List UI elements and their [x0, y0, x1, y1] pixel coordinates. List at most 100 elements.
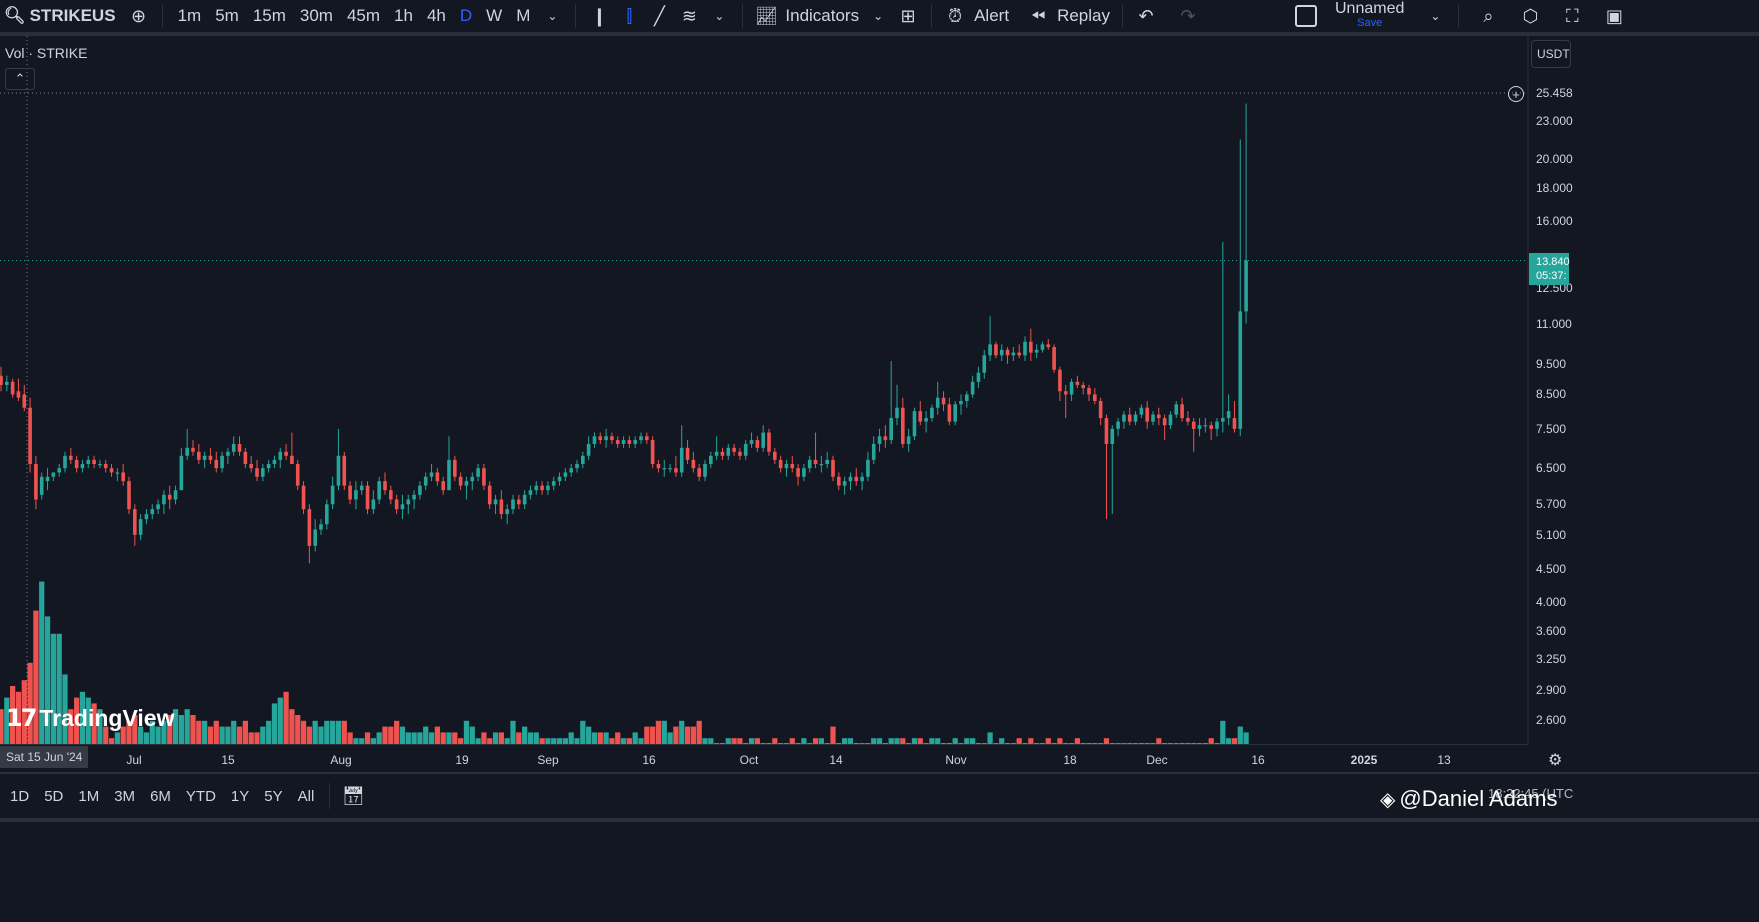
- range-6m[interactable]: 6M: [150, 787, 171, 805]
- candle-body: [994, 344, 998, 356]
- time-axis[interactable]: Jul 15 Aug 19 Sep 16 Oct 14 Nov 18 Dec 16 2025 13: [0, 744, 1528, 773]
- undo-icon[interactable]: ↶: [1138, 5, 1154, 26]
- candle-body: [1005, 349, 1010, 356]
- volume-bar: [1127, 743, 1133, 744]
- fullscreen-icon[interactable]: ⛶: [1566, 5, 1579, 26]
- candle-body: [726, 447, 731, 456]
- collapse-legend-button[interactable]: ⌃: [5, 68, 35, 90]
- interval-m-month[interactable]: M: [516, 6, 531, 25]
- symbol-search[interactable]: 🔍︎ STRIKEUS: [0, 0, 116, 32]
- candle-body: [819, 463, 824, 466]
- interval-45m[interactable]: 45m: [346, 6, 381, 25]
- candle-body: [418, 485, 422, 495]
- volume-bar: [225, 726, 231, 744]
- candle-body: [197, 451, 201, 460]
- candle-body: [1023, 341, 1027, 356]
- candle-body: [1087, 388, 1091, 395]
- layout-checkbox[interactable]: [1294, 5, 1317, 27]
- price-chart[interactable]: [0, 36, 1759, 744]
- range-3m[interactable]: 3M: [114, 787, 136, 805]
- candle-body: [1215, 421, 1219, 429]
- interval-4h[interactable]: 4h: [426, 6, 446, 25]
- volume-bar: [551, 738, 557, 744]
- add-alert-plus-icon[interactable]: +: [1508, 86, 1524, 102]
- candles-chart-type-icon[interactable]: ⫿: [626, 5, 633, 26]
- candle-body: [639, 436, 643, 441]
- alert-button[interactable]: ⏰︎ Alert: [940, 0, 1013, 32]
- bar-chart-type-icon[interactable]: ❙: [591, 5, 607, 26]
- chevron-down-icon[interactable]: ⌄: [547, 9, 558, 23]
- volume-bar: [580, 720, 586, 744]
- price-tick-label: 2.600: [1536, 713, 1567, 727]
- range-1m[interactable]: 1M: [78, 787, 100, 805]
- range-1y[interactable]: 1Y: [230, 787, 250, 805]
- chevron-down-icon[interactable]: ⌄: [1430, 9, 1441, 23]
- interval-w[interactable]: W: [486, 6, 503, 25]
- volume-legend[interactable]: Vol · STRIKE: [5, 45, 88, 61]
- interval-1m[interactable]: 1m: [177, 6, 202, 25]
- candle-body: [924, 418, 928, 422]
- indicators-button[interactable]: 📈︎ Indicators: [751, 0, 863, 32]
- candle-body: [482, 468, 486, 486]
- candle-body: [220, 455, 224, 469]
- axis-settings-gear-icon[interactable]: ⚙: [1548, 752, 1563, 769]
- utc-clock[interactable]: 18:22:45 (UTC: [1488, 786, 1574, 801]
- layout-name-button[interactable]: Unnamed Save: [1335, 1, 1404, 30]
- interval-1h[interactable]: 1h: [394, 6, 413, 25]
- volume-bar: [341, 720, 347, 744]
- candle-body: [121, 472, 125, 482]
- quick-search-icon[interactable]: ⌕: [1483, 5, 1494, 26]
- volume-bar: [446, 732, 452, 744]
- redo-icon[interactable]: ↷: [1180, 5, 1196, 26]
- candle-body: [988, 344, 992, 356]
- volume-bar: [248, 732, 254, 744]
- candle-body: [400, 504, 405, 510]
- candle-body: [365, 485, 370, 510]
- area-chart-type-icon[interactable]: ≋: [681, 5, 697, 26]
- chevron-down-icon[interactable]: ⌄: [714, 9, 725, 23]
- camera-icon[interactable]: ▣: [1605, 5, 1623, 26]
- interval-5m[interactable]: 5m: [215, 6, 239, 25]
- volume-bar: [213, 720, 219, 744]
- currency-selector[interactable]: USDT: [1531, 40, 1571, 68]
- settings-gear-icon[interactable]: ⬡: [1522, 5, 1539, 26]
- range-ytd[interactable]: YTD: [185, 787, 216, 805]
- replay-button[interactable]: ⏪︎ Replay: [1023, 0, 1114, 32]
- interval-d[interactable]: D: [459, 6, 473, 25]
- candle-body: [348, 485, 352, 500]
- candle-body: [1180, 404, 1184, 419]
- volume-bar: [725, 738, 731, 744]
- interval-30m[interactable]: 30m: [299, 6, 333, 25]
- candle-body: [505, 509, 509, 515]
- volume-bar: [1208, 738, 1214, 744]
- replay-label: Replay: [1057, 6, 1110, 25]
- volume-bar: [289, 709, 295, 744]
- candle-body: [499, 499, 504, 515]
- candle-body: [144, 514, 149, 520]
- time-tick-label: 2025: [1350, 753, 1378, 767]
- candle-body: [1244, 260, 1248, 312]
- range-all[interactable]: All: [297, 787, 315, 805]
- range-5y[interactable]: 5Y: [264, 787, 283, 805]
- candle-body: [778, 459, 783, 469]
- line-chart-type-icon[interactable]: ╱: [653, 5, 665, 26]
- candle-body: [825, 459, 829, 464]
- candle-body: [1046, 344, 1051, 348]
- volume-bar: [196, 720, 202, 744]
- range-1d[interactable]: 1D: [10, 787, 30, 805]
- volume-bar: [684, 726, 691, 744]
- volume-bar: [463, 720, 470, 744]
- candle-body: [51, 472, 56, 477]
- templates-grid-icon[interactable]: ⊞: [900, 5, 916, 26]
- volume-bar: [1231, 738, 1238, 744]
- volume-bar: [603, 732, 609, 744]
- candle-body: [1029, 341, 1033, 353]
- candle-body: [1151, 414, 1155, 422]
- chevron-down-icon[interactable]: ⌄: [873, 9, 884, 23]
- range-5d[interactable]: 5D: [44, 787, 64, 805]
- volume-bar: [306, 726, 312, 744]
- goto-date-calendar-icon[interactable]: 📅︎: [341, 785, 365, 806]
- compare-symbol-icon[interactable]: ⊕: [131, 5, 147, 26]
- volume-bar: [882, 743, 888, 744]
- interval-15m[interactable]: 15m: [252, 6, 286, 25]
